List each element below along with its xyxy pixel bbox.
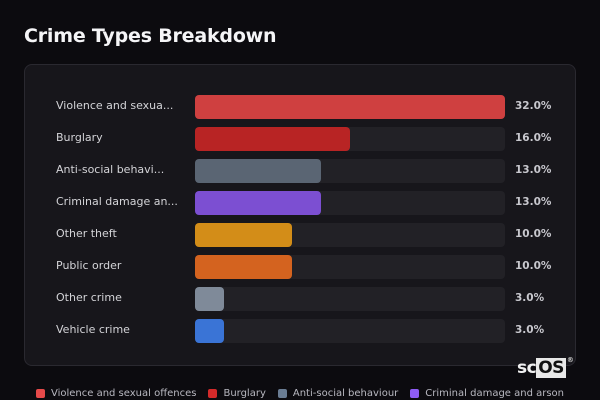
legend-label: Criminal damage and arson <box>425 387 565 399</box>
bar-row: Other crime 3.0% <box>25 287 575 311</box>
bar-label: Public order <box>56 259 122 272</box>
chart-card: Violence and sexua... 32.0% Burglary 16.0% A… <box>24 64 576 366</box>
bar-fill <box>195 191 321 215</box>
bar-label: Other theft <box>56 227 117 240</box>
bar-value: 13.0% <box>515 196 552 208</box>
bar-fill <box>195 223 292 247</box>
bar-track <box>195 287 505 311</box>
legend-label: Burglary <box>223 387 266 399</box>
bar-track <box>195 95 505 119</box>
chart-title: Crime Types Breakdown <box>24 25 277 47</box>
legend-item[interactable]: Violence and sexual offences <box>35 386 197 400</box>
bar-fill <box>195 319 225 343</box>
bar-label: Vehicle crime <box>56 323 130 336</box>
legend-label: Anti-social behaviour <box>292 387 399 399</box>
bar-fill <box>195 287 225 311</box>
bar-row: Public order 10.0% <box>25 255 575 279</box>
legend: Violence and sexual offences Burglary Anti… <box>0 386 600 400</box>
legend-swatch-icon <box>208 388 218 398</box>
bar-fill <box>195 95 505 119</box>
bar-value: 32.0% <box>515 100 552 112</box>
bar-label: Burglary <box>56 131 103 144</box>
legend-item[interactable]: Burglary <box>208 386 266 400</box>
legend-swatch-icon <box>35 388 45 398</box>
bar-label: Violence and sexua... <box>56 99 174 112</box>
bar-row: Vehicle crime 3.0% <box>25 319 575 343</box>
bar-row: Other theft 10.0% <box>25 223 575 247</box>
bar-row: Violence and sexua... 32.0% <box>25 95 575 119</box>
bar-row: Anti-social behavi... 13.0% <box>25 159 575 183</box>
legend-swatch-icon <box>277 388 287 398</box>
bar-fill <box>195 255 292 279</box>
legend-swatch-icon <box>410 388 420 398</box>
bar-track <box>195 191 505 215</box>
bar-value: 16.0% <box>515 132 552 144</box>
bar-value: 3.0% <box>515 292 545 304</box>
bar-track <box>195 223 505 247</box>
legend-item[interactable]: Anti-social behaviour <box>277 386 399 400</box>
bar-track <box>195 255 505 279</box>
bar-value: 10.0% <box>515 260 552 272</box>
registered-mark: ® <box>566 356 574 364</box>
bar-label: Criminal damage an... <box>56 195 178 208</box>
bar-track <box>195 127 505 151</box>
scos-logo: sc OS ® <box>517 356 574 378</box>
bar-value: 13.0% <box>515 164 552 176</box>
bar-row: Criminal damage an... 13.0% <box>25 191 575 215</box>
bar-track <box>195 159 505 183</box>
bar-row: Burglary 16.0% <box>25 127 575 151</box>
bar-label: Other crime <box>56 291 122 304</box>
legend-label: Violence and sexual offences <box>50 387 197 399</box>
legend-item[interactable]: Criminal damage and arson <box>410 386 564 400</box>
bar-fill <box>195 159 321 183</box>
bar-value: 10.0% <box>515 228 552 240</box>
logo-prefix: sc <box>517 358 537 378</box>
bar-value: 3.0% <box>515 324 545 336</box>
logo-highlight: OS <box>536 358 566 378</box>
bar-track <box>195 319 505 343</box>
bar-fill <box>195 127 350 151</box>
bar-label: Anti-social behavi... <box>56 163 165 176</box>
